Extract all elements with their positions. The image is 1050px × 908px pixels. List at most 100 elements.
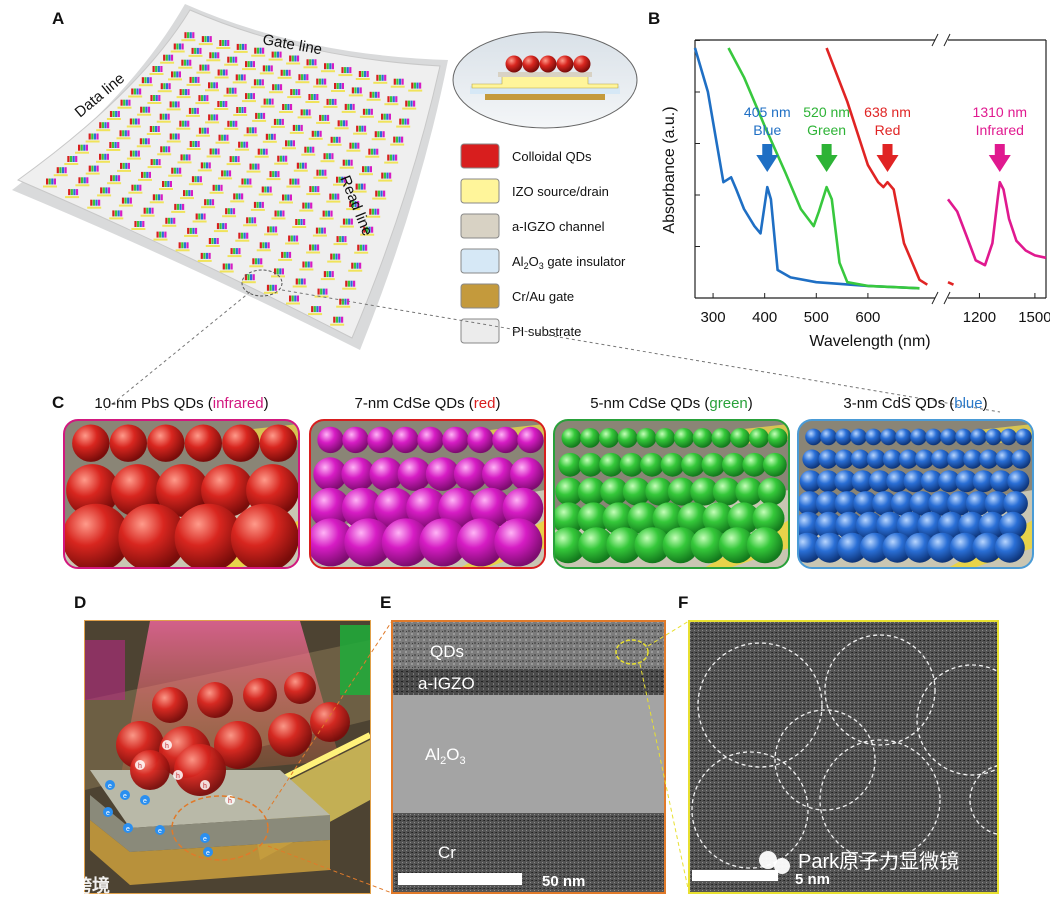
pixel-contact bbox=[313, 85, 328, 88]
pixel-subcell bbox=[337, 193, 340, 200]
pixel-contact bbox=[279, 111, 294, 113]
pixel-subcell bbox=[383, 113, 386, 120]
pixel-subcell bbox=[86, 177, 89, 184]
pixel-subcell bbox=[363, 226, 366, 233]
pixel-subcell bbox=[210, 114, 213, 121]
pixel-contact bbox=[260, 105, 275, 108]
pixel-subcell bbox=[226, 170, 229, 177]
pixel-subcell bbox=[149, 126, 152, 132]
qd-sphere bbox=[341, 487, 383, 529]
pixel-contact bbox=[271, 217, 286, 220]
pixel-subcell bbox=[262, 47, 265, 54]
pixel-subcell bbox=[160, 194, 163, 201]
pixel-subcell bbox=[219, 40, 222, 46]
qd-sphere bbox=[617, 428, 638, 448]
pixel-contact bbox=[256, 249, 271, 252]
pixel-subcell bbox=[368, 108, 371, 115]
pixel-subcell bbox=[177, 101, 180, 108]
pixel-contact bbox=[107, 182, 122, 185]
pixel-subcell bbox=[257, 163, 260, 170]
pixel-subcell bbox=[372, 91, 375, 98]
qd-sphere bbox=[999, 511, 1027, 540]
pixel-contact bbox=[184, 234, 199, 237]
pixel-contact bbox=[175, 249, 190, 252]
pixel-subcell bbox=[359, 262, 362, 269]
pixel-contact bbox=[128, 191, 143, 194]
pixel-contact bbox=[170, 50, 185, 53]
qd-panel-border bbox=[63, 419, 300, 569]
axis-break-bottom bbox=[931, 291, 951, 305]
pixel-subcell bbox=[238, 74, 241, 81]
pixel-contact bbox=[97, 194, 112, 197]
pixel-subcell bbox=[206, 199, 209, 206]
pixel-subcell bbox=[244, 107, 247, 113]
scale-label-f: 5 nm bbox=[795, 871, 830, 888]
pixel-subcell bbox=[335, 316, 338, 323]
pixel-subcell bbox=[259, 201, 262, 208]
peak-color-name: Green bbox=[807, 122, 846, 138]
qd-sphere bbox=[718, 527, 755, 564]
pixel-contact bbox=[205, 121, 220, 124]
pixel-subcell bbox=[336, 236, 339, 243]
pixel-subcell bbox=[127, 162, 130, 169]
panel-label-e: E bbox=[380, 593, 391, 612]
pixel-subcell bbox=[413, 82, 416, 89]
qd-sphere bbox=[868, 470, 891, 493]
qd-sphere bbox=[1011, 449, 1031, 469]
pixel-subcell bbox=[325, 210, 328, 217]
pixel-contact bbox=[243, 134, 258, 137]
pixel-subcell bbox=[232, 56, 235, 63]
pixel-contact bbox=[117, 169, 131, 172]
pixel-subcell bbox=[181, 242, 184, 249]
pixel-contact bbox=[303, 66, 318, 69]
qd-sphere bbox=[767, 428, 788, 448]
pixel-subcell bbox=[216, 238, 219, 244]
pixel-subcell bbox=[252, 93, 255, 100]
pixel-subcell bbox=[413, 100, 416, 107]
pixel-subcell bbox=[306, 146, 310, 153]
pixel-subcell bbox=[325, 288, 328, 295]
pixel-contact bbox=[197, 259, 212, 262]
pixel-contact bbox=[168, 78, 182, 81]
pixel-subcell bbox=[179, 89, 182, 96]
pixel-subcell bbox=[297, 219, 300, 225]
pixel-subcell bbox=[358, 183, 361, 190]
pixel-subcell bbox=[282, 104, 285, 110]
pixel-subcell bbox=[241, 193, 244, 200]
pixel-subcell bbox=[120, 210, 123, 217]
pixel-contact bbox=[147, 166, 162, 169]
pixel-subcell bbox=[268, 98, 271, 105]
pixel-subcell bbox=[265, 148, 268, 155]
pixel-subcell bbox=[189, 141, 192, 147]
connector-right bbox=[281, 289, 1001, 413]
pixel-subcell bbox=[344, 103, 347, 110]
pixel-subcell bbox=[194, 176, 197, 183]
pixel-subcell bbox=[187, 89, 190, 96]
pixel-subcell bbox=[330, 136, 333, 143]
pixel-contact bbox=[157, 153, 172, 156]
pixel-subcell bbox=[407, 118, 410, 125]
pixel-subcell bbox=[183, 190, 186, 197]
electron-label: e bbox=[203, 836, 207, 843]
pixel-contact bbox=[293, 169, 308, 172]
qd-sphere bbox=[111, 464, 164, 517]
qd-sphere bbox=[577, 502, 610, 535]
pixel-contact bbox=[171, 210, 186, 213]
annotations: 405 nm Blue 520 nm Green 638 nm Red 1310 nm Inf… bbox=[744, 104, 1027, 172]
pixel-subcell bbox=[219, 223, 222, 230]
igzo-label: a-IGZO bbox=[418, 674, 475, 693]
pixel-subcell bbox=[383, 172, 386, 179]
qd-sphere bbox=[909, 491, 935, 516]
pixel-subcell bbox=[351, 262, 354, 269]
pixel-subcell bbox=[287, 140, 290, 147]
pixel-subcell bbox=[246, 127, 249, 134]
pixel-subcell bbox=[370, 148, 374, 155]
qd-sphere bbox=[606, 527, 643, 564]
pixel-subcell bbox=[301, 74, 304, 81]
pixel-subcell bbox=[129, 197, 132, 204]
pixel-subcell bbox=[381, 74, 384, 81]
qd-sphere bbox=[344, 518, 393, 567]
pixel-subcell bbox=[392, 154, 395, 161]
pixel-subcell bbox=[368, 226, 371, 233]
pixel-subcell bbox=[127, 197, 130, 204]
